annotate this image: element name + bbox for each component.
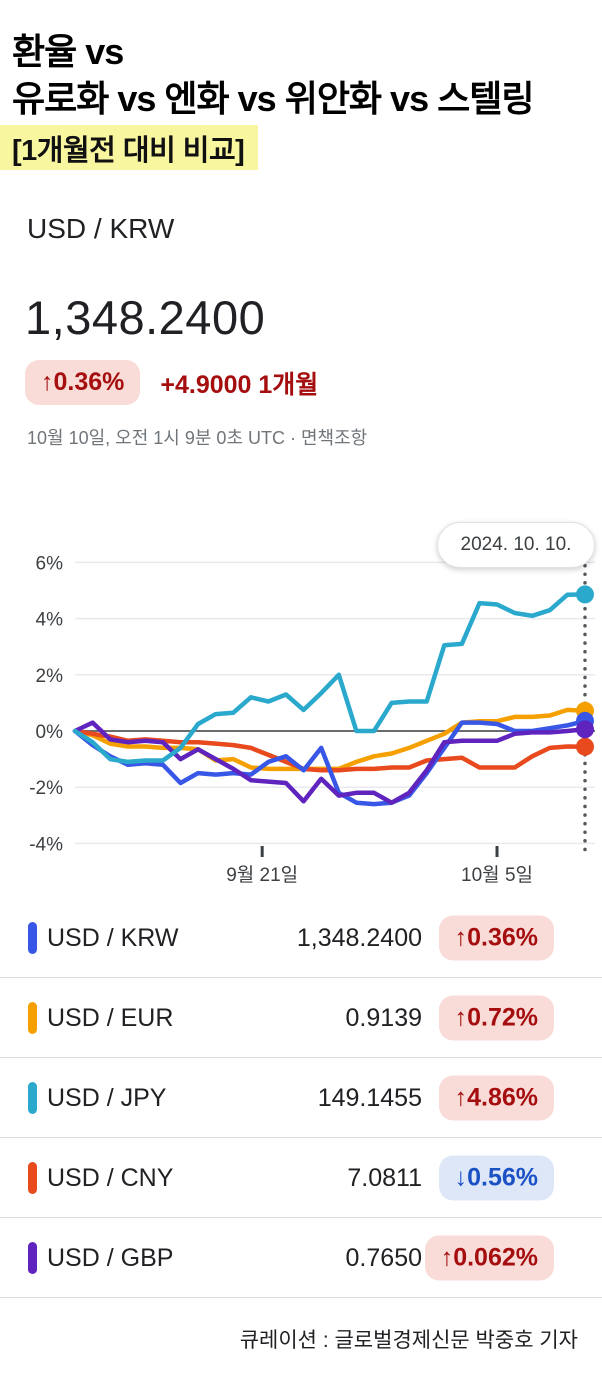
row-change-badge: ↑0.062% — [424, 1235, 554, 1280]
row-usd-cny[interactable]: USD / CNY 7.0811 ↓0.56% — [0, 1138, 602, 1218]
row-change-badge: ↑4.86% — [438, 1075, 554, 1120]
quote-pair-title: USD / KRW — [27, 213, 175, 244]
row-change-badge: ↑0.72% — [438, 995, 554, 1040]
series-color-bar — [28, 1082, 37, 1114]
series-color-bar — [28, 1162, 37, 1194]
row-usd-eur[interactable]: USD / EUR 0.9139 ↑0.72% — [0, 978, 602, 1058]
series-endpoint-usd-gbp — [576, 720, 594, 739]
page-title: 환율 vs 유로화 vs 엔화 vs 위안화 vs 스텔링 — [12, 28, 602, 122]
row-value: 1,348.2400 — [296, 923, 422, 952]
row-pair-label: USD / KRW — [47, 923, 179, 952]
chart-date-tooltip: 2024. 10. 10. — [437, 522, 595, 568]
comparison-chart[interactable]: 6% 4% 2% 0% -2% -4% 9월 21일 10월 5일 2024. 10. 10. — [0, 505, 602, 895]
quote-price: 1,348.2400 — [25, 291, 266, 344]
row-pair-label: USD / GBP — [47, 1243, 174, 1272]
quote-change-row: ↑0.36% +4.9000 1개월 — [25, 360, 318, 405]
curation-credit: 큐레이션 : 글로벌경제신문 박중호 기자 — [239, 1329, 578, 1352]
page-title-line1: 환율 vs — [12, 31, 124, 72]
row-value: 7.0811 — [347, 1163, 422, 1192]
row-pair-label: USD / JPY — [47, 1083, 167, 1112]
quote-timestamp[interactable]: 10월 10일, 오전 1시 9분 0초 UTC · 면책조항 — [27, 428, 368, 448]
page-title-line2: 유로화 vs 엔화 vs 위안화 vs 스텔링 — [12, 78, 534, 119]
y-axis-label: 2% — [36, 666, 64, 687]
row-change-badge: ↓0.56% — [438, 1155, 554, 1200]
y-axis-label: 6% — [36, 553, 64, 574]
series-line-usd-gbp — [72, 720, 588, 805]
currency-list: USD / KRW 1,348.2400 ↑0.36% USD / EUR 0.… — [0, 898, 602, 1298]
quote-change-badge: ↑0.36% — [25, 360, 141, 405]
row-usd-jpy[interactable]: USD / JPY 149.1455 ↑4.86% — [0, 1058, 602, 1138]
y-axis-label: 4% — [36, 610, 64, 631]
y-axis-label: -2% — [29, 778, 63, 799]
series-color-bar — [28, 922, 37, 954]
series-line-usd-krw — [72, 718, 588, 807]
row-usd-gbp[interactable]: USD / GBP 0.7650 ↑0.062% — [0, 1218, 602, 1298]
row-value: 0.7650 — [345, 1243, 422, 1272]
y-axis-label: 0% — [36, 722, 64, 743]
series-color-bar — [28, 1002, 37, 1034]
series-endpoint-usd-jpy — [576, 585, 594, 604]
row-pair-label: USD / CNY — [47, 1163, 174, 1192]
x-axis-label: 10월 5일 — [461, 864, 533, 886]
row-change-badge: ↑0.36% — [438, 915, 554, 960]
row-usd-krw[interactable]: USD / KRW 1,348.2400 ↑0.36% — [0, 898, 602, 978]
row-value: 149.1455 — [317, 1083, 422, 1112]
series-endpoint-usd-cny — [576, 737, 594, 756]
y-axis-label: -4% — [29, 834, 63, 855]
x-axis-label: 9월 21일 — [226, 864, 298, 886]
row-value: 0.9139 — [345, 1003, 422, 1032]
comparison-period-highlight: [1개월전 대비 비교] — [0, 125, 259, 170]
row-pair-label: USD / EUR — [47, 1003, 174, 1032]
series-line-usd-jpy — [72, 592, 588, 765]
quote-change-detail: +4.9000 1개월 — [160, 370, 319, 399]
series-color-bar — [28, 1242, 37, 1274]
chart-canvas[interactable]: 6% 4% 2% 0% -2% -4% 9월 21일 10월 5일 — [0, 505, 602, 895]
